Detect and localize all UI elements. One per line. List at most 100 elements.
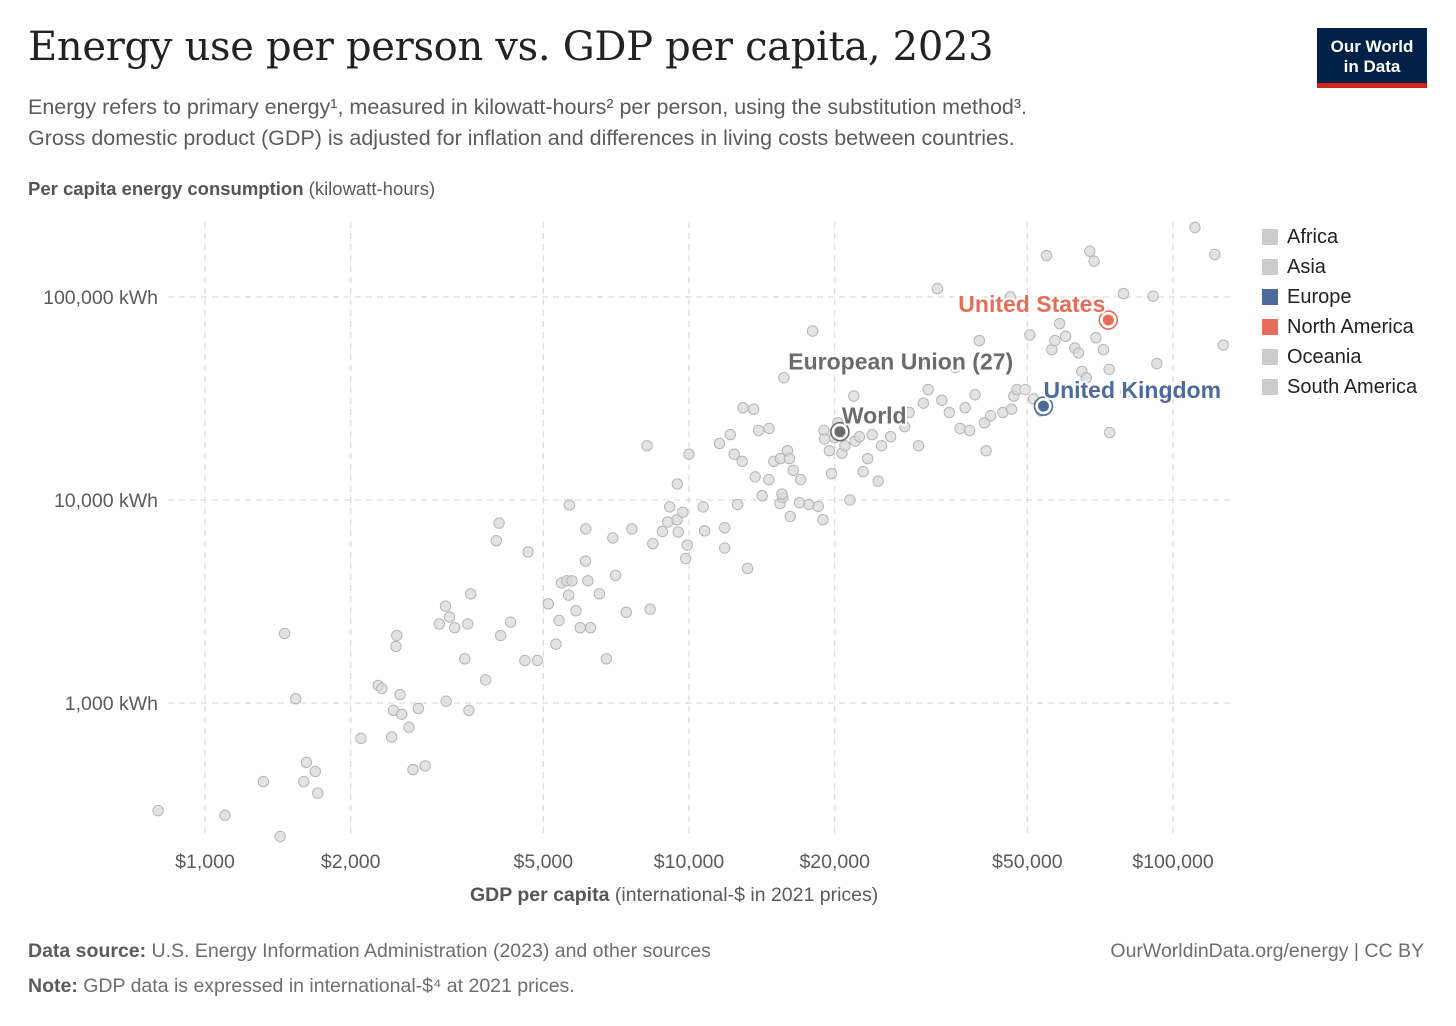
data-point	[522, 546, 534, 558]
tick-labels: $1,000 $2,000 $5,000 $10,000 $20,000 $50,000 $…	[43, 287, 1214, 873]
highlighted-points: United States United Kingdom World European…	[786, 289, 1223, 442]
data-point	[1209, 248, 1221, 261]
data-point	[848, 390, 860, 402]
data-point	[607, 532, 619, 544]
data-point	[875, 440, 888, 452]
subtitle-line: Gross domestic product (GDP) is adjusted…	[28, 126, 1015, 150]
data-point	[776, 488, 788, 500]
data-point	[465, 588, 477, 600]
data-point	[257, 775, 270, 788]
data-point	[959, 401, 971, 414]
x-tick-label: $5,000	[513, 851, 573, 873]
y-tick-label: 1,000 kWh	[65, 693, 158, 715]
data-point	[433, 618, 446, 630]
data-point	[681, 539, 694, 551]
legend-label: Europe	[1287, 285, 1352, 308]
data-point	[718, 542, 731, 554]
data-point	[825, 467, 838, 480]
legend-item[interactable]: Oceania	[1262, 342, 1417, 372]
data-point	[494, 629, 507, 642]
data-point	[980, 444, 992, 457]
data-point	[862, 452, 874, 465]
data-point	[1040, 249, 1053, 262]
data-point	[973, 334, 986, 347]
data-point	[1088, 255, 1100, 267]
legend-label: Asia	[1287, 255, 1326, 278]
data-point	[844, 494, 856, 506]
highlight-label: World	[842, 403, 907, 429]
data-point	[662, 516, 674, 528]
chart-subtitle: Energy refers to primary energy¹, measur…	[28, 92, 1258, 154]
data-point	[963, 424, 976, 437]
note: Note: GDP data is expressed in internati…	[28, 975, 575, 998]
data-point	[620, 606, 632, 618]
data-point	[747, 403, 760, 415]
data-point	[1103, 363, 1115, 376]
legend-item[interactable]: Africa	[1262, 222, 1417, 252]
data-points	[152, 221, 1229, 843]
legend-item[interactable]: North America	[1262, 312, 1417, 342]
highlight-point	[1102, 314, 1114, 326]
data-point	[641, 440, 653, 452]
data-point	[903, 406, 915, 419]
data-point	[728, 448, 740, 460]
data-point	[1147, 290, 1159, 302]
data-point	[1117, 287, 1130, 300]
y-axis-label: Per capita energy consumption (kilowatt-…	[28, 178, 435, 200]
legend-item[interactable]: South America	[1262, 372, 1417, 402]
highlight-point	[1037, 400, 1049, 412]
data-point	[458, 653, 471, 665]
data-point	[922, 383, 934, 396]
data-point	[778, 372, 790, 384]
data-source-label: Data source:	[28, 940, 147, 962]
x-tick-label: $2,000	[321, 851, 381, 873]
data-point	[787, 464, 799, 477]
data-point	[884, 431, 897, 443]
data-point	[570, 604, 582, 617]
legend: Africa Asia Europe North America Oceania…	[1262, 222, 1417, 402]
data-point	[671, 478, 684, 490]
data-point	[580, 523, 592, 535]
data-point	[817, 513, 829, 526]
data-point	[823, 444, 836, 457]
data-point	[923, 357, 935, 370]
subtitle-line: Energy refers to primary energy¹, measur…	[28, 95, 1028, 119]
x-axis-label: GDP per capita (international-$ in 2021 …	[470, 884, 878, 907]
data-point	[1151, 357, 1163, 370]
data-point	[300, 756, 313, 769]
data-point	[609, 569, 622, 582]
y-axis-label-rest: (kilowatt-hours)	[303, 178, 436, 199]
data-point	[1090, 332, 1102, 344]
x-tick-label: $20,000	[799, 851, 870, 873]
data-source: Data source: U.S. Energy Information Adm…	[28, 940, 711, 963]
data-point	[462, 618, 474, 630]
data-point	[892, 413, 904, 425]
data-point	[626, 523, 638, 535]
data-point	[1104, 426, 1116, 439]
legend-item[interactable]: Europe	[1262, 282, 1417, 312]
chart-title: Energy use per person vs. GDP per capita…	[28, 24, 994, 70]
data-point	[1189, 221, 1201, 234]
owid-logo[interactable]: Our World in Data	[1317, 28, 1427, 88]
data-point	[593, 588, 606, 600]
data-point	[448, 621, 461, 634]
footer-link[interactable]: OurWorldinData.org/energy | CC BY	[1110, 940, 1424, 962]
note-label: Note:	[28, 975, 78, 997]
data-point	[1072, 347, 1085, 359]
data-point	[1053, 317, 1066, 330]
data-point	[412, 702, 425, 715]
data-point	[490, 535, 503, 547]
data-point	[439, 600, 452, 612]
data-point	[562, 589, 575, 601]
legend-item[interactable]: Asia	[1262, 252, 1417, 282]
legend-label: Africa	[1287, 225, 1339, 248]
note-text: GDP data is expressed in international-$…	[77, 975, 575, 997]
data-point	[219, 809, 231, 821]
data-point	[697, 501, 709, 513]
data-point	[737, 401, 749, 414]
data-point	[672, 526, 684, 538]
x-tick-label: $1,000	[175, 851, 235, 873]
logo-line: Our World	[1330, 37, 1414, 56]
data-point	[312, 787, 324, 799]
data-point	[763, 473, 775, 486]
